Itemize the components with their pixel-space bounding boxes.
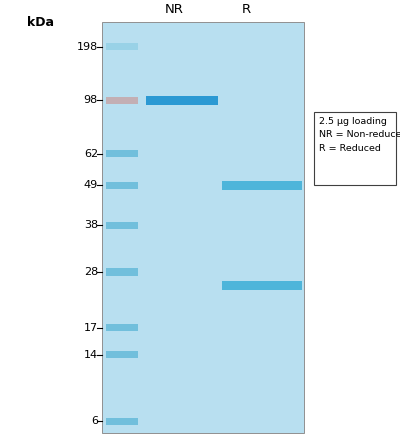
Text: 62: 62 — [84, 149, 98, 159]
Text: 98: 98 — [84, 95, 98, 105]
Bar — [222, 281, 302, 290]
Bar — [106, 43, 138, 50]
Bar — [106, 182, 138, 189]
Text: 14: 14 — [84, 350, 98, 359]
Text: kDa: kDa — [26, 16, 54, 29]
Bar — [106, 418, 138, 425]
Text: 38: 38 — [84, 220, 98, 230]
Text: 49: 49 — [84, 180, 98, 190]
Bar — [106, 324, 138, 331]
Bar — [314, 112, 396, 185]
Text: 28: 28 — [84, 267, 98, 277]
Bar — [106, 150, 138, 157]
Text: 17: 17 — [84, 323, 98, 333]
Bar — [106, 351, 138, 358]
Bar — [102, 22, 304, 433]
Bar — [106, 268, 138, 276]
Text: NR: NR — [164, 3, 184, 16]
Bar — [106, 222, 138, 229]
Text: 198: 198 — [77, 42, 98, 52]
Bar — [222, 181, 302, 190]
Text: R: R — [242, 3, 250, 16]
Bar — [106, 97, 138, 104]
Text: 6: 6 — [91, 417, 98, 426]
Text: 2.5 μg loading
NR = Non-reduced
R = Reduced: 2.5 μg loading NR = Non-reduced R = Redu… — [319, 117, 400, 153]
Bar — [146, 96, 218, 105]
